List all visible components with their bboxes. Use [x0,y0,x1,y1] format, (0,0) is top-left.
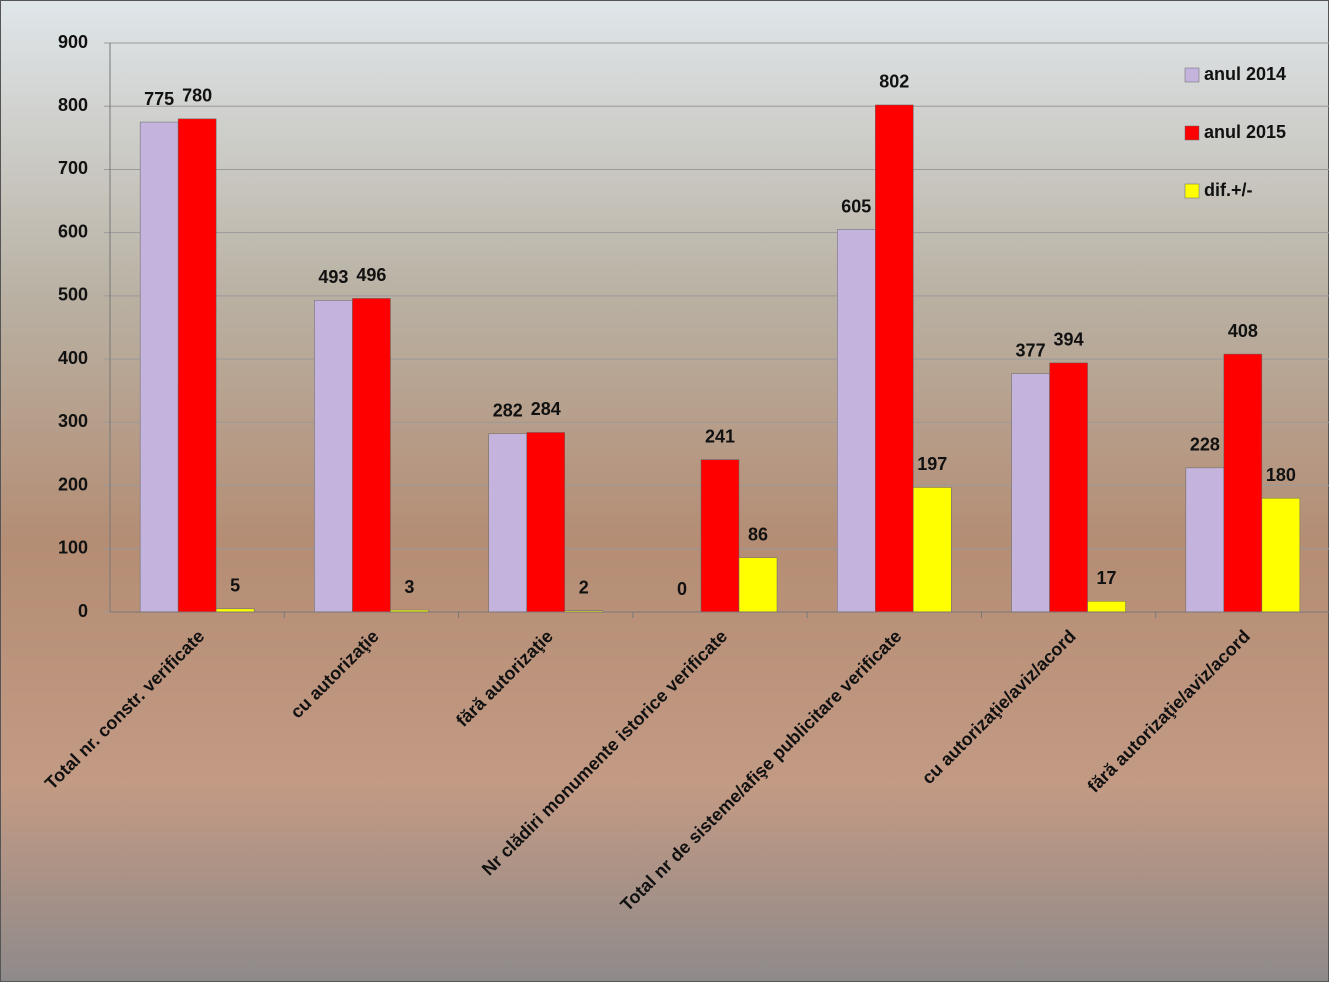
value-label: 2 [579,577,589,597]
value-label: 197 [917,454,947,474]
value-label: 3 [404,577,414,597]
y-tick-label: 300 [58,411,88,431]
bar [488,433,527,613]
y-tick-label: 600 [58,221,88,241]
value-label: 180 [1266,465,1296,485]
value-label: 5 [230,576,240,596]
legend-swatch [1184,125,1200,141]
bar [526,432,565,613]
value-label: 86 [748,524,768,544]
y-tick-label: 500 [58,285,88,305]
legend-label: anul 2015 [1204,122,1286,142]
value-label: 394 [1054,330,1084,350]
y-tick-label: 100 [58,538,88,558]
y-tick-label: 900 [58,32,88,52]
value-label: 605 [841,196,871,216]
value-label: 775 [144,89,174,109]
bar [352,298,391,613]
value-label: 228 [1190,435,1220,455]
bar [177,118,217,613]
value-label: 0 [677,579,687,599]
bar [1261,497,1301,613]
value-label: 496 [356,265,386,285]
y-tick-label: 700 [58,158,88,178]
y-tick-label: 200 [58,474,88,494]
bar [738,557,778,613]
legend-label: anul 2014 [1204,64,1286,84]
bar [1011,373,1050,613]
bar [139,121,179,613]
legend-swatch [1184,67,1200,83]
bar [314,300,353,613]
bar [913,487,952,613]
bar [1223,353,1263,613]
legend-label: dif.+/- [1204,180,1253,200]
bar [700,459,740,613]
value-label: 802 [879,72,909,92]
bar [875,104,914,613]
y-tick-label: 400 [58,348,88,368]
value-label: 493 [318,267,348,287]
y-tick-label: 0 [78,601,88,621]
value-label: 17 [1097,568,1117,588]
legend-swatch [1184,183,1200,199]
value-label: 408 [1228,321,1258,341]
bar [1049,362,1088,613]
value-label: 241 [705,426,735,446]
bar [1185,467,1225,613]
value-label: 377 [1016,340,1046,360]
bar [837,229,876,613]
y-tick-label: 800 [58,95,88,115]
value-label: 780 [182,86,212,106]
value-label: 282 [493,400,523,420]
value-label: 284 [531,399,561,419]
bar [1087,601,1126,613]
